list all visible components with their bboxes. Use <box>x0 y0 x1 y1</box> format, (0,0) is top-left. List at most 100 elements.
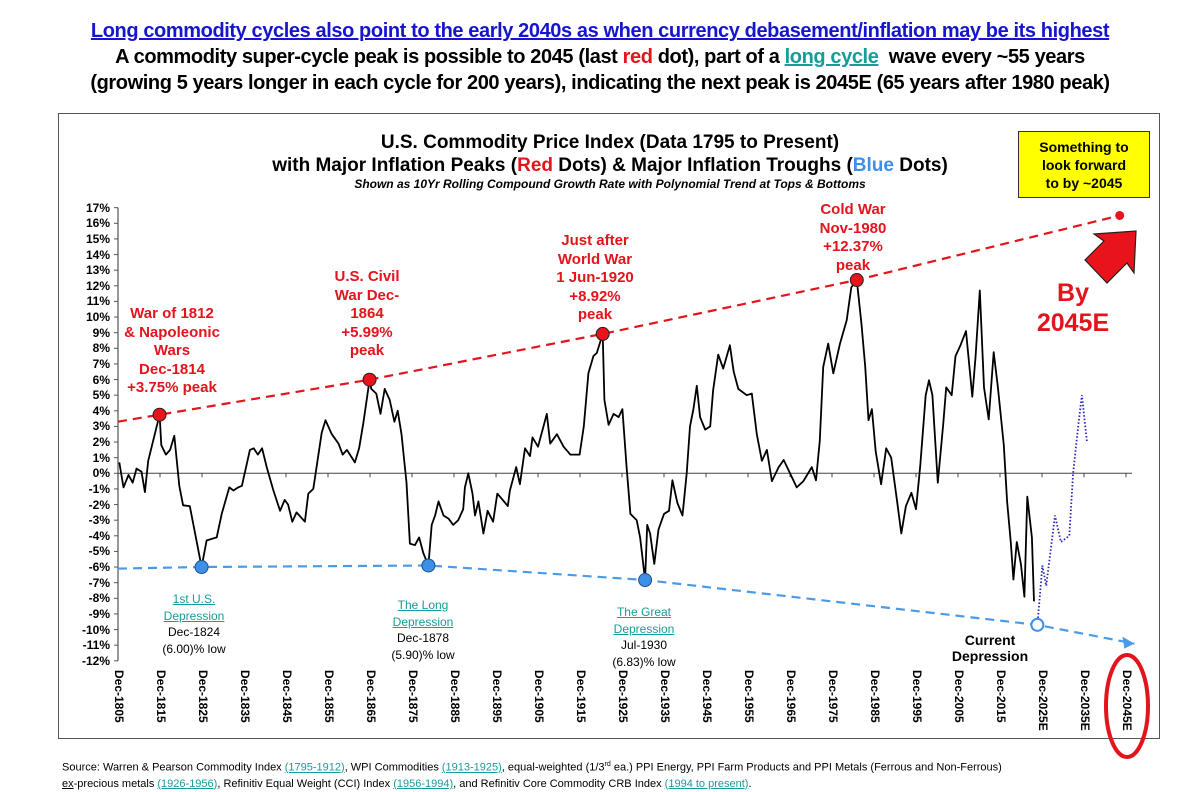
y-tick-label: -5% <box>88 544 110 559</box>
y-tick-label: -7% <box>88 575 110 590</box>
y-tick-label: 13% <box>85 263 110 278</box>
chart-frame <box>58 113 1160 739</box>
headline-line-3: (growing 5 years longer in each cycle fo… <box>90 72 1110 94</box>
x-tick-label: Dec-1975 <box>826 670 840 723</box>
headline-link[interactable]: Long commodity cycles also point to the … <box>90 20 1110 42</box>
current-trough-circle <box>1030 617 1045 632</box>
title-text: Dots) <box>893 155 948 176</box>
source-link[interactable]: (1926-1956) <box>157 777 218 790</box>
footer-text: ea.) PPI Energy, PPI Farm Products and P… <box>610 761 1002 774</box>
trough-annotation-line: Dec-1824 <box>167 625 221 639</box>
peak-annotation-line: 1864 <box>350 305 384 322</box>
x-tick-label: Dec-1985 <box>868 670 882 723</box>
y-tick-label: -9% <box>88 606 110 621</box>
y-tick-label: 5% <box>92 388 110 403</box>
peak-dot <box>362 372 377 387</box>
trough-dot <box>638 573 653 588</box>
x-tick-label: Dec-1875 <box>406 670 420 723</box>
source-link[interactable]: (1795-1912) <box>284 761 345 774</box>
trough-annotation-line: (6.83)% low <box>612 654 676 669</box>
y-tick-label: 12% <box>85 278 110 293</box>
title-blue-word: Blue <box>852 155 894 176</box>
peak-annotation: Cold War Nov-1980 +12.37% peak <box>820 201 887 275</box>
footer-text: ex <box>62 777 74 790</box>
y-tick-label: 14% <box>85 247 110 262</box>
source-link[interactable]: (1913-1925) <box>441 761 502 774</box>
y-tick-label: 10% <box>85 310 110 325</box>
trough-dot <box>194 560 209 575</box>
x-tick-label: Dec-1935 <box>658 670 672 723</box>
x-tick-label: Dec-1835 <box>238 670 252 723</box>
trough-annotation: The Long Depression Dec-1878 (5.90)% low <box>391 597 454 663</box>
trough-annotation: 1st U.S. Depression Dec-1824 (6.00)% low <box>162 591 225 657</box>
chart-subtitle: Shown as 10Yr Rolling Compound Growth Ra… <box>354 177 866 191</box>
peak-annotation-line: War of 1812 <box>130 305 214 322</box>
y-tick-label: 8% <box>92 341 110 356</box>
trough-annotation: Current Depression <box>952 632 1028 664</box>
peak-annotation-line: +8.92% <box>569 287 621 305</box>
y-tick-label: 17% <box>85 200 110 215</box>
y-tick-label: 2% <box>92 435 110 450</box>
y-tick-label: -10% <box>81 622 110 637</box>
source-link[interactable]: (1956-1994) <box>393 777 454 790</box>
x-tick-label: Dec-1955 <box>742 670 756 723</box>
footer-text: , WPI Commodities <box>344 761 442 774</box>
trough-annotation-line: Dec-1878 <box>396 631 450 645</box>
headline-text: dot), part of a <box>652 46 785 68</box>
y-tick-label: 16% <box>85 216 110 231</box>
peak-annotation-line: 1 Jun-1920 <box>556 269 634 286</box>
x-tick-label: Dec-1915 <box>574 670 588 723</box>
by-2045-label: By 2045E <box>1030 278 1116 338</box>
y-tick-label: -12% <box>81 653 110 668</box>
y-tick-label: 7% <box>92 356 110 371</box>
peak-annotation-line: Dec-1814 <box>139 360 205 378</box>
peak-dot <box>1115 210 1125 220</box>
trough-trend-line <box>117 564 1135 645</box>
y-tick-label: -6% <box>88 560 110 575</box>
x-tick-label: Dec-1995 <box>910 670 924 723</box>
footer-line-1: Source: Warren & Pearson Commodity Index… <box>62 757 1002 776</box>
peak-annotation-line: peak <box>835 256 871 274</box>
peak-trend-line <box>117 214 1120 423</box>
peak-dot <box>595 326 610 341</box>
chart-title: U.S. Commodity Price Index (Data 1795 to… <box>380 132 840 153</box>
depression-name-link[interactable]: Depression <box>163 608 225 623</box>
long-cycle-link[interactable]: long cycle <box>784 46 879 68</box>
depression-name-link[interactable]: The Long <box>397 598 449 612</box>
depression-name-link[interactable]: Depression <box>613 621 675 636</box>
headline-text: wave every ~55 years <box>878 46 1085 68</box>
y-tick-label: 6% <box>92 372 110 387</box>
peak-annotation-line: Cold War <box>820 201 886 218</box>
headline-line-2: A commodity super-cycle peak is possible… <box>0 46 1200 69</box>
y-tick-label: 0% <box>92 466 110 481</box>
x-tick-label: Dec-1815 <box>154 670 168 723</box>
callout-box: Something to look forward to by ~2045 <box>1018 131 1150 198</box>
callout-line: Something to <box>1039 139 1129 155</box>
depression-name-link[interactable]: Depression <box>392 614 454 629</box>
chart-title-2: with Major Inflation Peaks (Red Dots) & … <box>260 155 960 177</box>
title-text: with Major Inflation Peaks ( <box>272 155 518 176</box>
by-year-text: 2045E <box>1036 309 1110 337</box>
y-tick-label: 9% <box>92 325 110 340</box>
x-tick-label: Dec-1895 <box>490 670 504 723</box>
trough-annotation-line: Jul-1930 <box>620 638 668 652</box>
x-tick-label: Dec-1865 <box>364 670 378 723</box>
trough-annotation-line: Current <box>964 632 1016 648</box>
depression-name-link[interactable]: The Great <box>616 605 672 619</box>
trough-dot <box>421 558 436 573</box>
x-tick-label: Dec-1965 <box>784 670 798 723</box>
peak-annotation: U.S. Civil War Dec- 1864 +5.99% peak <box>334 268 399 361</box>
peak-annotation-line: peak <box>349 342 385 359</box>
footer-text: -precious metals <box>73 777 158 790</box>
source-link[interactable]: (1994 to present) <box>664 777 749 790</box>
peak-annotation: Just after World War 1 Jun-1920 +8.92% peak <box>556 232 634 325</box>
y-tick-label: -11% <box>82 638 110 653</box>
footer-text: . <box>748 777 752 790</box>
peak-dot <box>152 407 167 422</box>
peak-annotation-line: U.S. Civil <box>334 268 400 285</box>
peak-annotation-line: War Dec- <box>334 286 400 304</box>
depression-name-link[interactable]: 1st U.S. <box>172 592 216 606</box>
highlight-ellipse <box>1104 653 1150 759</box>
y-tick-label: -3% <box>88 513 110 528</box>
